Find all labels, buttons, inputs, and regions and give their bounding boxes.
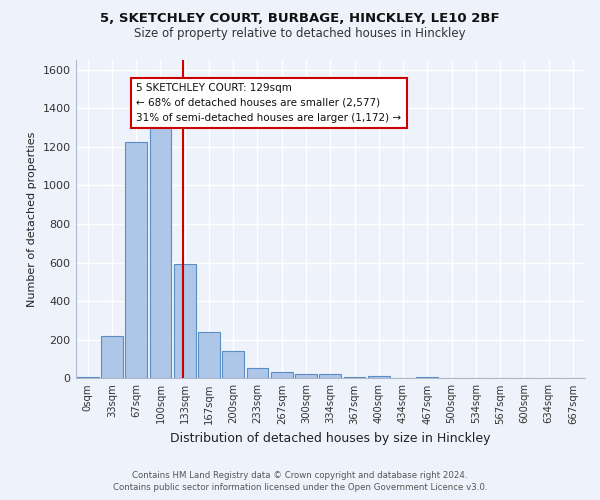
Bar — [77, 376, 98, 378]
Bar — [295, 374, 317, 378]
Bar — [174, 264, 196, 378]
Bar — [271, 372, 293, 378]
Text: Size of property relative to detached houses in Hinckley: Size of property relative to detached ho… — [134, 28, 466, 40]
Y-axis label: Number of detached properties: Number of detached properties — [27, 132, 37, 307]
Bar — [223, 351, 244, 378]
Text: Contains HM Land Registry data © Crown copyright and database right 2024.
Contai: Contains HM Land Registry data © Crown c… — [113, 471, 487, 492]
Bar — [368, 376, 390, 378]
Text: 5, SKETCHLEY COURT, BURBAGE, HINCKLEY, LE10 2BF: 5, SKETCHLEY COURT, BURBAGE, HINCKLEY, L… — [100, 12, 500, 26]
Bar — [101, 336, 123, 378]
Bar — [125, 142, 147, 378]
Bar — [149, 126, 172, 378]
Bar — [247, 368, 268, 378]
Bar — [319, 374, 341, 378]
X-axis label: Distribution of detached houses by size in Hinckley: Distribution of detached houses by size … — [170, 432, 491, 445]
Bar — [198, 332, 220, 378]
Bar — [416, 376, 438, 378]
Bar — [344, 376, 365, 378]
Text: 5 SKETCHLEY COURT: 129sqm
← 68% of detached houses are smaller (2,577)
31% of se: 5 SKETCHLEY COURT: 129sqm ← 68% of detac… — [136, 83, 401, 123]
